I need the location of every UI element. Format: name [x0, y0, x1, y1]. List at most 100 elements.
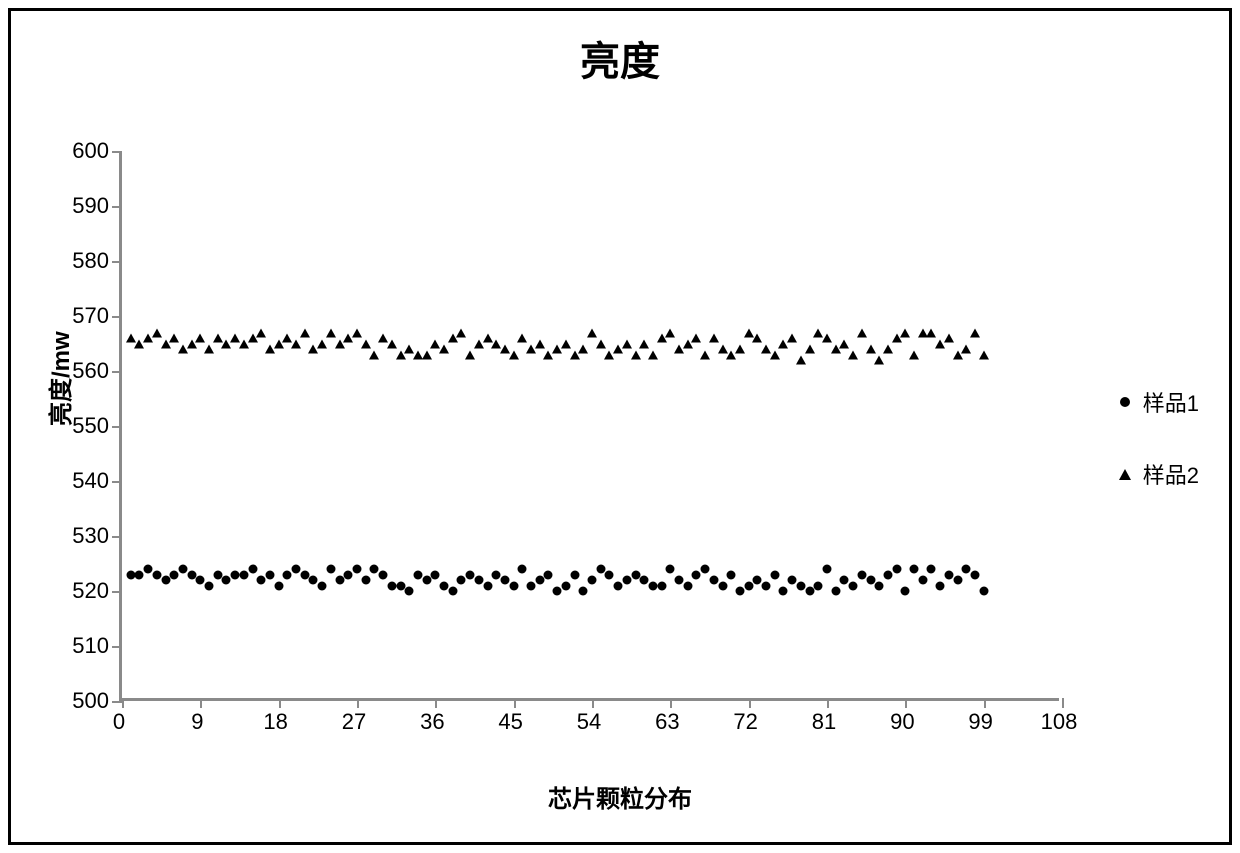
data-point: [500, 576, 509, 585]
x-axis-label: 芯片颗粒分布: [11, 779, 1229, 814]
data-point: [727, 570, 736, 579]
legend-label-2: 样品2: [1143, 458, 1199, 490]
data-point: [622, 339, 632, 348]
data-point: [466, 570, 475, 579]
data-point: [622, 576, 631, 585]
data-point: [152, 570, 161, 579]
data-point: [431, 570, 440, 579]
data-point: [456, 328, 466, 337]
x-tick-label: 27: [324, 709, 384, 735]
data-point: [648, 581, 657, 590]
data-point: [909, 350, 919, 359]
data-point: [544, 570, 553, 579]
y-tick: [112, 261, 122, 263]
data-point: [170, 570, 179, 579]
data-point: [823, 565, 832, 574]
data-point: [892, 565, 901, 574]
data-point: [744, 581, 753, 590]
data-point: [570, 570, 579, 579]
data-point: [152, 328, 162, 337]
data-point: [274, 581, 283, 590]
data-point: [709, 334, 719, 343]
data-point: [666, 565, 675, 574]
data-point: [413, 570, 422, 579]
y-tick: [112, 591, 122, 593]
data-point: [509, 350, 519, 359]
data-point: [900, 328, 910, 337]
data-point: [265, 570, 274, 579]
data-point: [596, 339, 606, 348]
data-point: [918, 576, 927, 585]
data-point: [701, 565, 710, 574]
data-point: [352, 328, 362, 337]
data-point: [553, 587, 562, 596]
legend-label-1: 样品1: [1143, 386, 1199, 418]
data-point: [196, 576, 205, 585]
data-point: [300, 328, 310, 337]
plot-area: [119, 151, 1059, 701]
data-point: [422, 350, 432, 359]
x-tick: [200, 698, 202, 708]
data-point: [691, 334, 701, 343]
data-point: [291, 339, 301, 348]
data-point: [213, 570, 222, 579]
data-point: [387, 581, 396, 590]
data-point: [318, 581, 327, 590]
data-point: [874, 356, 884, 365]
data-point: [770, 570, 779, 579]
data-point: [144, 565, 153, 574]
data-point: [527, 581, 536, 590]
y-tick: [112, 481, 122, 483]
data-point: [639, 339, 649, 348]
y-tick-label: 570: [49, 303, 109, 329]
x-tick: [1062, 698, 1064, 708]
y-tick-label: 580: [49, 248, 109, 274]
x-tick-label: 0: [89, 709, 149, 735]
y-tick-label: 530: [49, 523, 109, 549]
data-point: [770, 350, 780, 359]
data-point: [370, 565, 379, 574]
data-point: [361, 576, 370, 585]
data-point: [283, 570, 292, 579]
data-point: [596, 565, 605, 574]
data-point: [587, 328, 597, 337]
legend-item-2: 样品2: [1117, 458, 1199, 490]
data-point: [944, 334, 954, 343]
data-point: [396, 581, 405, 590]
x-tick: [827, 698, 829, 708]
data-point: [439, 345, 449, 354]
y-axis-label: 亮度/mw: [41, 331, 76, 426]
y-tick-label: 540: [49, 468, 109, 494]
legend: 样品1 样品2: [1117, 386, 1199, 530]
chart-frame: 亮度 5005105205305405505605705805906000918…: [8, 8, 1232, 845]
data-point: [822, 334, 832, 343]
data-point: [718, 581, 727, 590]
triangle-marker-icon: [1117, 466, 1133, 482]
data-point: [187, 570, 196, 579]
plot-container: 5005105205305405505605705805906000918273…: [119, 151, 1059, 701]
data-point: [735, 345, 745, 354]
data-point: [753, 576, 762, 585]
data-point: [857, 570, 866, 579]
circle-marker-icon: [1117, 394, 1133, 410]
y-tick: [112, 316, 122, 318]
data-point: [492, 570, 501, 579]
data-point: [752, 334, 762, 343]
data-point: [509, 581, 518, 590]
data-point: [309, 576, 318, 585]
data-point: [866, 576, 875, 585]
x-tick: [984, 698, 986, 708]
data-point: [614, 581, 623, 590]
data-point: [944, 570, 953, 579]
data-point: [848, 350, 858, 359]
x-tick-label: 63: [637, 709, 697, 735]
data-point: [735, 587, 744, 596]
data-point: [927, 565, 936, 574]
data-point: [910, 565, 919, 574]
x-tick-label: 99: [951, 709, 1011, 735]
data-point: [779, 587, 788, 596]
data-point: [335, 576, 344, 585]
data-point: [248, 565, 257, 574]
x-tick-label: 36: [402, 709, 462, 735]
data-point: [300, 570, 309, 579]
